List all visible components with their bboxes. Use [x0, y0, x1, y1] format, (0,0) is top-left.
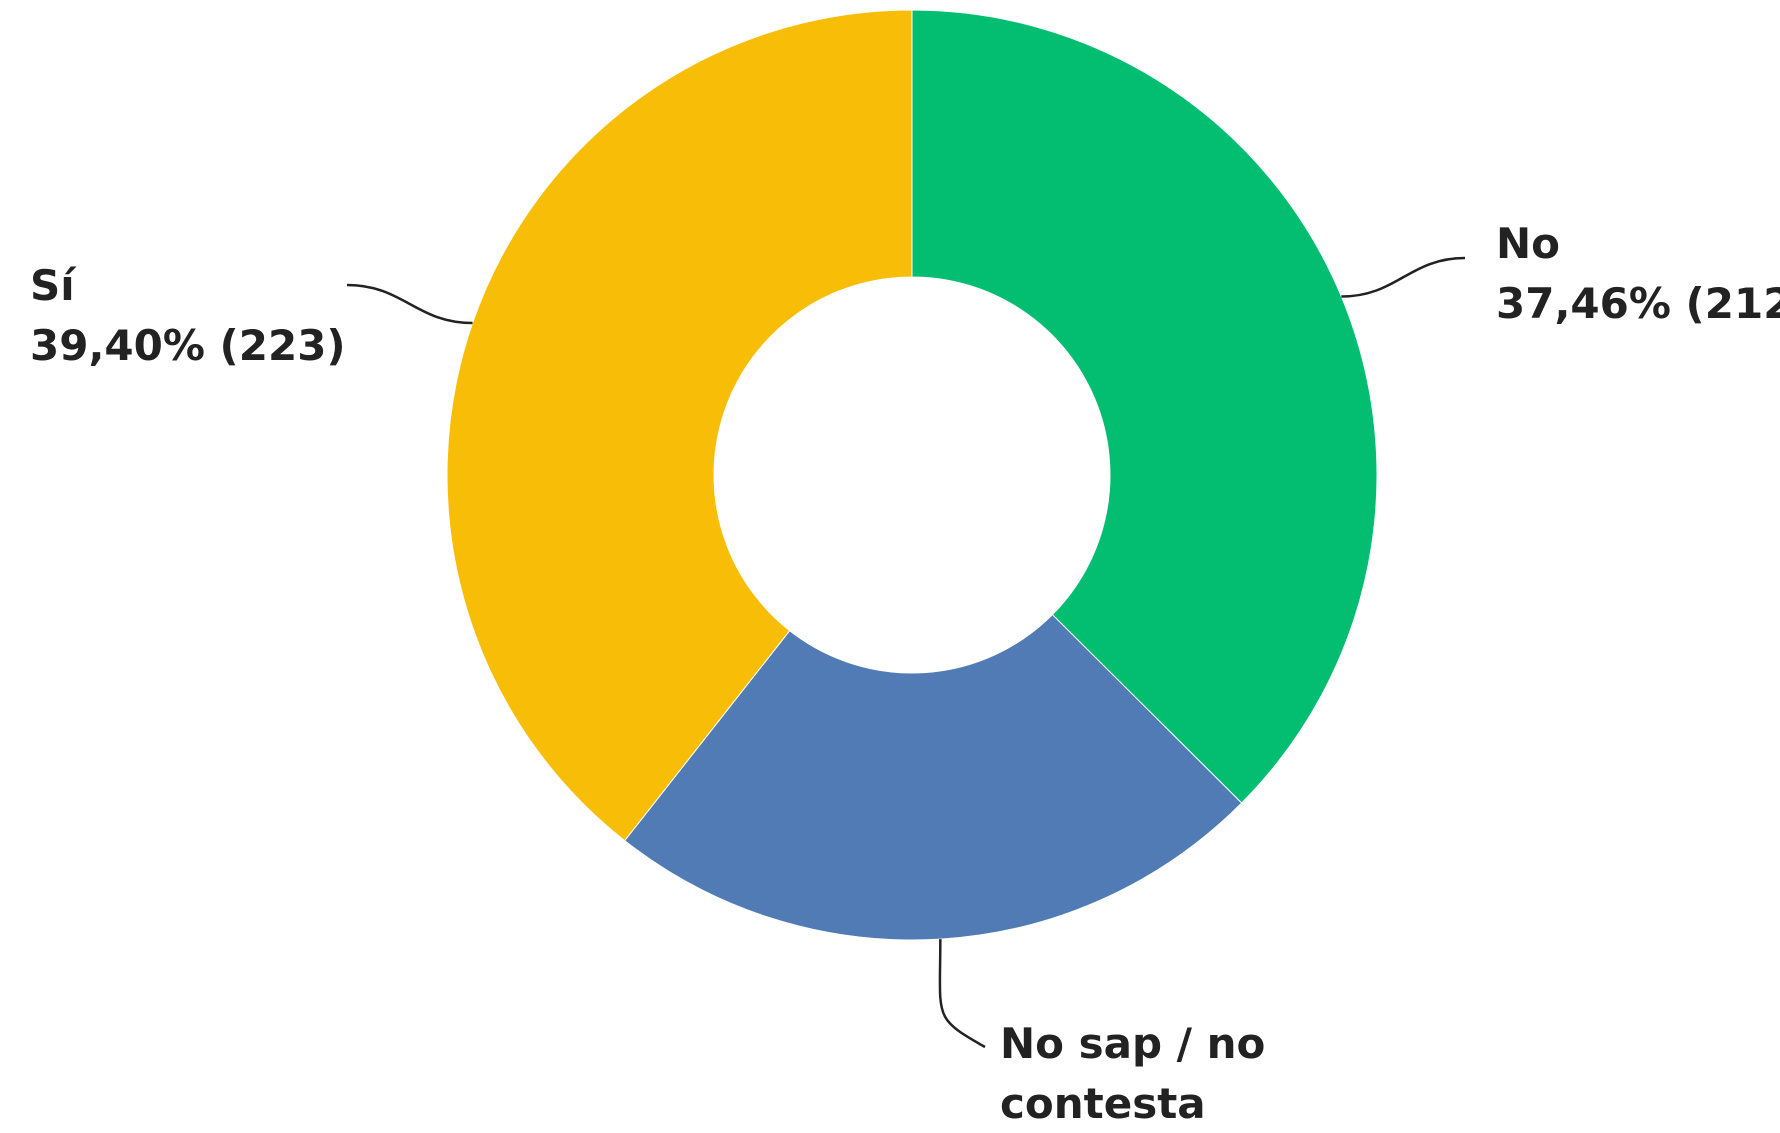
slice-label-line: No: [1496, 219, 1560, 268]
leader-line-no-sap-no-contesta: [938, 939, 986, 1049]
slice-no-sap-no-contesta: [623, 613, 1243, 941]
slice-label-line: 37,46% (212): [1496, 279, 1780, 328]
leader-line-si: [346, 283, 473, 325]
slice-label-no-sap-no-contesta: No sap / no contesta: [1000, 1019, 1265, 1128]
slice-label-line: contesta: [1000, 1079, 1206, 1128]
slices-group: [446, 9, 1378, 941]
leader-lines-group: [346, 256, 1466, 1049]
slice-label-line: No sap / no: [1000, 1019, 1265, 1068]
slice-label-no: No 37,46% (212): [1496, 219, 1780, 328]
leader-line-no: [1341, 256, 1466, 298]
slice-label-line: Sí: [30, 261, 77, 310]
slice-no: [911, 9, 1378, 804]
slice-labels-group: No 37,46% (212) No sap / no contesta Sí 39,40…: [30, 219, 1780, 1128]
slice-label-line: 39,40% (223): [30, 321, 346, 370]
slice-si: [446, 9, 913, 842]
slice-label-si: Sí 39,40% (223): [30, 261, 346, 370]
